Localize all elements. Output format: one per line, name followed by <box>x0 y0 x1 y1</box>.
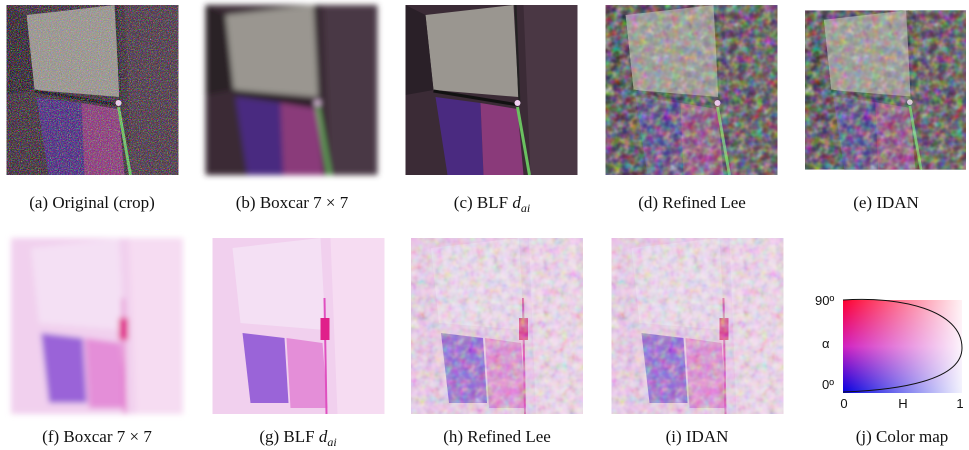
image-blf-alpha <box>213 238 385 414</box>
caption-label: (e) <box>853 193 872 212</box>
caption-text: IDAN <box>686 427 729 446</box>
caption: (e) IDAN <box>853 193 919 212</box>
caption: (i) IDAN <box>666 427 729 446</box>
caption: (c) BLF dai <box>454 193 530 215</box>
caption-text: Original (crop) <box>52 193 154 212</box>
cm-x-right: 1 <box>956 396 963 411</box>
caption-text: BLF <box>477 193 508 212</box>
top-images <box>7 5 967 175</box>
caption-label: (j) <box>856 427 872 446</box>
image-refined-lee-alpha <box>411 238 583 414</box>
caption: (a) Original (crop) <box>29 193 155 212</box>
image-idan <box>805 10 966 169</box>
color-map: 90º α 0º 0 H 1 <box>815 293 964 411</box>
bottom-images <box>11 238 784 414</box>
caption-label: (f) <box>42 427 59 446</box>
page: 90º α 0º 0 H 1 (a) Original (crop) (b) Bo… <box>0 0 969 450</box>
color-map-sat <box>843 300 962 393</box>
caption: (f) Boxcar 7 × 7 <box>42 427 152 446</box>
caption-label: (i) <box>666 427 682 446</box>
caption-text: Boxcar <box>260 193 309 212</box>
image-blf <box>406 5 578 175</box>
caption-math: 7 × 7 <box>313 193 349 212</box>
cm-y-top: 90º <box>815 293 834 308</box>
caption: (g) BLF dai <box>259 427 336 449</box>
image-idan-alpha <box>612 238 784 414</box>
caption-text: Refined Lee <box>662 193 746 212</box>
caption-text: Color map <box>876 427 948 446</box>
caption-text: Refined Lee <box>467 427 551 446</box>
caption-text: Boxcar <box>63 427 112 446</box>
caption-label: (a) <box>29 193 48 212</box>
cm-y-bottom: 0º <box>822 377 834 392</box>
caption-text: IDAN <box>876 193 919 212</box>
caption-text: BLF <box>283 427 314 446</box>
cm-y-label: α <box>822 336 830 351</box>
caption-label: (g) <box>259 427 279 446</box>
image-original <box>7 5 179 175</box>
caption: (h) Refined Lee <box>443 427 551 446</box>
caption-label: (c) <box>454 193 473 212</box>
caption-label: (b) <box>236 193 256 212</box>
caption-label: (h) <box>443 427 463 446</box>
caption-label: (d) <box>638 193 658 212</box>
image-boxcar <box>206 5 378 175</box>
caption-sub: ai <box>521 201 530 215</box>
image-boxcar-alpha <box>11 238 183 414</box>
caption: (b) Boxcar 7 × 7 <box>236 193 349 212</box>
image-refined-lee <box>606 5 778 175</box>
figure: 90º α 0º 0 H 1 (a) Original (crop) (b) Bo… <box>0 0 969 450</box>
caption: (j) Color map <box>856 427 949 446</box>
caption: (d) Refined Lee <box>638 193 746 212</box>
caption-math: 7 × 7 <box>117 427 153 446</box>
caption-sub: ai <box>327 435 336 449</box>
cm-x-left: 0 <box>840 396 847 411</box>
cm-x-label: H <box>898 396 907 411</box>
